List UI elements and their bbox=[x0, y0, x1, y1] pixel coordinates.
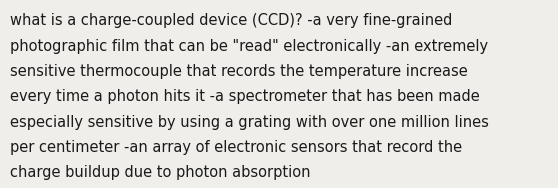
Text: per centimeter -an array of electronic sensors that record the: per centimeter -an array of electronic s… bbox=[10, 140, 462, 155]
Text: charge buildup due to photon absorption: charge buildup due to photon absorption bbox=[10, 165, 311, 180]
Text: every time a photon hits it -a spectrometer that has been made: every time a photon hits it -a spectrome… bbox=[10, 89, 480, 104]
Text: especially sensitive by using a grating with over one million lines: especially sensitive by using a grating … bbox=[10, 115, 489, 130]
Text: sensitive thermocouple that records the temperature increase: sensitive thermocouple that records the … bbox=[10, 64, 468, 79]
Text: photographic film that can be "read" electronically -an extremely: photographic film that can be "read" ele… bbox=[10, 39, 488, 54]
Text: what is a charge-coupled device (CCD)? -a very fine-grained: what is a charge-coupled device (CCD)? -… bbox=[10, 13, 453, 28]
